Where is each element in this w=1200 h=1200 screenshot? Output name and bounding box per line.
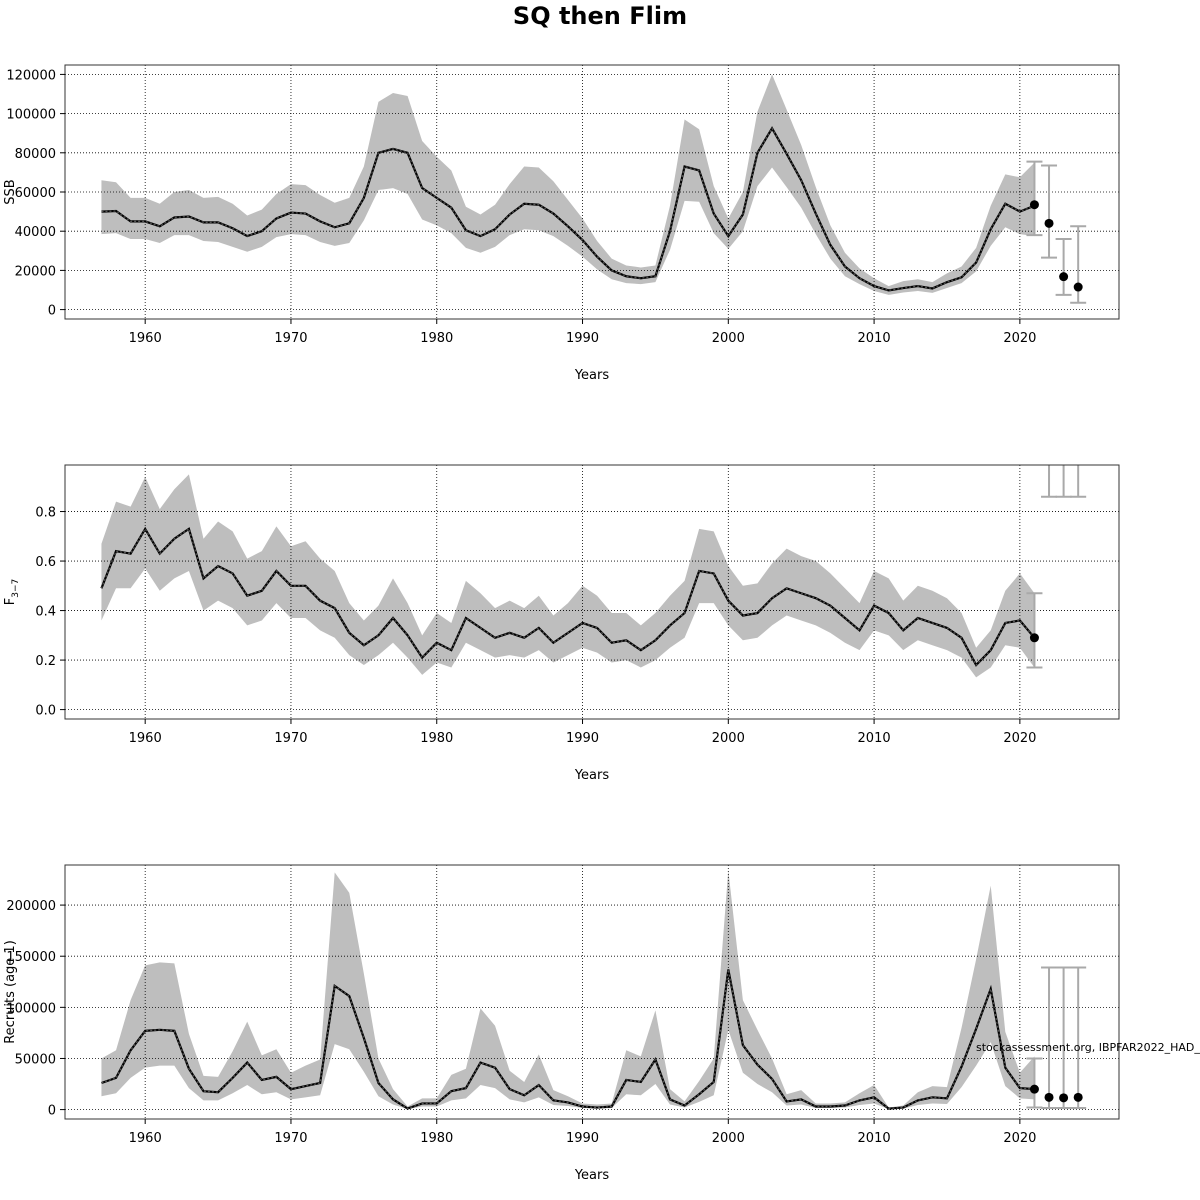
f-x-axis-title: Years — [574, 768, 610, 783]
recruits-x-tick-label: 1960 — [129, 1131, 162, 1146]
ssb-x-tick-label: 1990 — [566, 331, 599, 346]
f-frame — [64, 464, 1120, 720]
f-y-tick-label: 0.6 — [35, 555, 56, 570]
f-y-tick-label: 0.8 — [35, 506, 56, 521]
ssb-estimate-dots — [101, 127, 1035, 291]
ssb-y-tick-label: 0 — [48, 304, 56, 319]
f-x-tick-label: 2010 — [858, 731, 891, 746]
recruits-projection-point — [1073, 1092, 1083, 1102]
f-estimate-dots — [100, 527, 1035, 667]
f-y-tick-label: 0.0 — [35, 704, 56, 719]
ssb-panel: 1960 1970 1980 1990 2000 2010 2020 0 20000 40000 6… — [3, 64, 1120, 383]
ssb-y-tick-label: 20000 — [15, 264, 56, 279]
ssb-projection-point — [1059, 272, 1069, 282]
ssb-y-tick-label: 100000 — [6, 108, 56, 123]
recruits-x-tick-label: 1990 — [566, 1131, 599, 1146]
f-x-tick-label: 1990 — [566, 731, 599, 746]
ssb-y-tick-label: 60000 — [15, 186, 56, 201]
ssb-y-tick-label: 40000 — [15, 225, 56, 240]
recruits-x-tick-label: 1980 — [420, 1131, 453, 1146]
ssb-x-tick-label: 1960 — [129, 331, 162, 346]
f-x-tick-label: 1960 — [129, 731, 162, 746]
f-x-tick-label: 2000 — [712, 731, 745, 746]
recruits-plot-area — [65, 865, 1119, 1119]
recruits-y-tick-label: 50000 — [15, 1052, 56, 1067]
ssb-x-tick-label: 1970 — [274, 331, 307, 346]
ssb-y-tick-label: 80000 — [15, 147, 56, 162]
recruits-y-tick-label: 100000 — [6, 1001, 56, 1016]
recruits-projection-point — [1029, 1084, 1039, 1094]
recruits-x-tick-label: 2000 — [712, 1131, 745, 1146]
recruits-x-axis-title: Years — [574, 1168, 610, 1183]
ssb-y-axis-title: SSB — [3, 179, 18, 204]
f-x-tick-label: 2020 — [1003, 731, 1036, 746]
ssb-confidence-band — [101, 74, 1035, 295]
ssb-y-tick-label: 120000 — [6, 68, 56, 83]
f-plot-area — [65, 465, 1119, 719]
recruits-projection-point — [1059, 1093, 1069, 1103]
f-y-axis-title: F3−7 — [3, 579, 21, 605]
ssb-x-axis-title: Years — [574, 368, 610, 383]
recruits-y-tick-label: 200000 — [6, 899, 56, 914]
recruits-y-tick-label: 0 — [48, 1104, 56, 1119]
ssb-projection-point — [1029, 200, 1039, 210]
source-footnote: stockassessment.org, IBPFAR2022_HAD_LM0 — [976, 1041, 1200, 1054]
f-confidence-band — [101, 474, 1035, 678]
recruits-y-axis-title: Recruits (age 1) — [3, 940, 18, 1044]
ssb-projection-point — [1073, 282, 1083, 292]
ssb-x-tick-label: 2020 — [1003, 331, 1036, 346]
recruits-x-tick-label: 2020 — [1003, 1131, 1036, 1146]
recruits-estimate-dots — [101, 969, 1035, 1110]
ssb-x-tick-label: 1980 — [420, 331, 453, 346]
f-projection-point — [1029, 633, 1039, 643]
ssb-x-tick-label: 2000 — [712, 331, 745, 346]
chart-title: SQ then Flim — [512, 2, 688, 30]
recruits-frame — [64, 864, 1120, 1120]
f-x-tick-label: 1980 — [420, 731, 453, 746]
f-y-axis-title-sub: 3−7 — [11, 579, 21, 598]
recruits-panel: 1960 1970 1980 1990 2000 2010 2020 0 50000 100000… — [3, 864, 1120, 1183]
ssb-x-tick-label: 2010 — [858, 331, 891, 346]
f-y-tick-label: 0.4 — [35, 605, 56, 620]
ssb-plot-area — [65, 65, 1119, 319]
recruits-x-tick-label: 2010 — [858, 1131, 891, 1146]
f-y-axis-title-main: F — [3, 598, 18, 605]
ssb-projection-point — [1044, 218, 1054, 228]
f-x-tick-label: 1970 — [274, 731, 307, 746]
recruits-confidence-band — [101, 870, 1035, 1110]
recruits-projection-point — [1044, 1092, 1054, 1102]
recruits-x-tick-label: 1970 — [274, 1131, 307, 1146]
fishing-mortality-panel: 1960 1970 1980 1990 2000 2010 2020 0.0 0.2 0.4 0.6… — [3, 464, 1120, 783]
recruits-y-tick-label: 150000 — [6, 950, 56, 965]
f-y-tick-label: 0.2 — [35, 654, 56, 669]
